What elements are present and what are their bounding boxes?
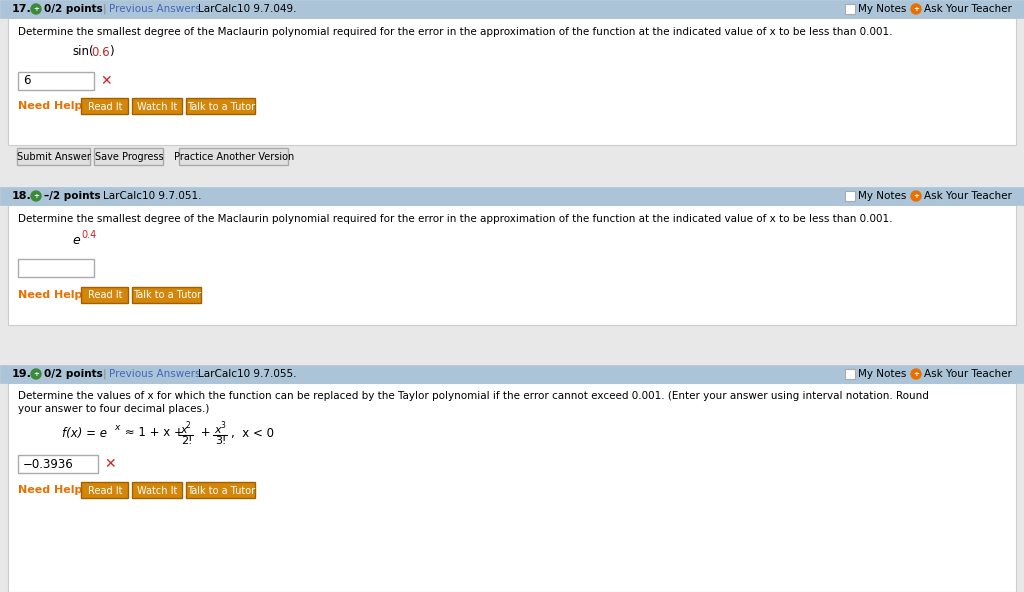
Circle shape xyxy=(31,4,41,14)
Text: Read It: Read It xyxy=(88,485,122,496)
Text: Determine the smallest degree of the Maclaurin polynomial required for the error: Determine the smallest degree of the Mac… xyxy=(18,214,893,224)
Text: 2: 2 xyxy=(186,422,190,430)
Circle shape xyxy=(911,4,921,14)
Text: 18.: 18. xyxy=(12,191,32,201)
Bar xyxy=(8,18,1016,145)
FancyBboxPatch shape xyxy=(179,149,289,166)
Text: +: + xyxy=(913,371,919,377)
FancyBboxPatch shape xyxy=(82,98,128,114)
Bar xyxy=(18,455,98,473)
Text: e: e xyxy=(72,234,80,247)
Bar xyxy=(845,191,855,201)
Text: +: + xyxy=(33,371,39,377)
Text: +: + xyxy=(913,193,919,199)
Text: ≈ 1 + x +: ≈ 1 + x + xyxy=(121,426,187,439)
Text: 0.4: 0.4 xyxy=(81,230,96,240)
Text: ,  x < 0: , x < 0 xyxy=(231,426,274,439)
Text: Ask Your Teacher: Ask Your Teacher xyxy=(924,4,1012,14)
FancyBboxPatch shape xyxy=(132,288,202,304)
Text: −0.3936: −0.3936 xyxy=(23,458,74,471)
FancyBboxPatch shape xyxy=(94,149,164,166)
Text: Talk to a Tutor: Talk to a Tutor xyxy=(133,291,201,301)
FancyBboxPatch shape xyxy=(82,288,128,304)
Text: LarCalc10 9.7.055.: LarCalc10 9.7.055. xyxy=(198,369,296,379)
Text: 17.: 17. xyxy=(12,4,32,14)
Text: –/2 points: –/2 points xyxy=(44,191,100,201)
Text: 19.: 19. xyxy=(12,369,32,379)
Text: 0/2 points: 0/2 points xyxy=(44,369,102,379)
Text: ): ) xyxy=(109,46,114,59)
Bar xyxy=(0,187,1024,205)
Text: LarCalc10 9.7.049.: LarCalc10 9.7.049. xyxy=(198,4,296,14)
Text: +: + xyxy=(913,6,919,12)
Text: Ask Your Teacher: Ask Your Teacher xyxy=(924,369,1012,379)
Text: Determine the values of x for which the function can be replaced by the Taylor p: Determine the values of x for which the … xyxy=(18,391,929,401)
Bar xyxy=(845,4,855,14)
FancyBboxPatch shape xyxy=(186,482,256,498)
Text: sin(: sin( xyxy=(72,46,93,59)
Bar xyxy=(18,259,94,277)
FancyBboxPatch shape xyxy=(17,149,90,166)
Text: |: | xyxy=(103,369,106,379)
Bar xyxy=(18,72,94,90)
Text: Talk to a Tutor: Talk to a Tutor xyxy=(187,485,255,496)
Text: +: + xyxy=(197,426,214,439)
Text: |: | xyxy=(103,4,106,14)
Text: x: x xyxy=(180,425,186,435)
Text: 0.6: 0.6 xyxy=(91,46,110,59)
Text: x: x xyxy=(214,425,220,435)
Text: ✕: ✕ xyxy=(104,457,116,471)
Text: +: + xyxy=(33,6,39,12)
Text: Determine the smallest degree of the Maclaurin polynomial required for the error: Determine the smallest degree of the Mac… xyxy=(18,27,893,37)
Text: x: x xyxy=(114,423,120,433)
Text: Talk to a Tutor: Talk to a Tutor xyxy=(187,101,255,111)
Text: Watch It: Watch It xyxy=(137,485,178,496)
Text: your answer to four decimal places.): your answer to four decimal places.) xyxy=(18,404,209,414)
Text: 0/2 points: 0/2 points xyxy=(44,4,102,14)
Text: +: + xyxy=(33,193,39,199)
Text: Ask Your Teacher: Ask Your Teacher xyxy=(924,191,1012,201)
Text: Read It: Read It xyxy=(88,101,122,111)
Bar xyxy=(845,369,855,379)
Text: 3!: 3! xyxy=(215,436,226,446)
Text: f(x) = e: f(x) = e xyxy=(62,426,106,439)
Bar xyxy=(8,205,1016,325)
FancyBboxPatch shape xyxy=(132,98,182,114)
Bar xyxy=(0,365,1024,383)
Text: Need Help?: Need Help? xyxy=(18,485,89,495)
FancyBboxPatch shape xyxy=(82,482,128,498)
Text: Need Help?: Need Help? xyxy=(18,101,89,111)
Text: ✕: ✕ xyxy=(100,74,112,88)
Text: Save Progress: Save Progress xyxy=(94,152,163,162)
Text: Previous Answers: Previous Answers xyxy=(109,4,201,14)
Text: My Notes: My Notes xyxy=(858,191,906,201)
Text: 2!: 2! xyxy=(181,436,193,446)
Text: Read It: Read It xyxy=(88,291,122,301)
Bar xyxy=(0,0,1024,18)
Text: 6: 6 xyxy=(23,75,31,88)
Text: LarCalc10 9.7.051.: LarCalc10 9.7.051. xyxy=(103,191,202,201)
Bar xyxy=(8,383,1016,592)
Text: Submit Answer: Submit Answer xyxy=(17,152,91,162)
Circle shape xyxy=(31,191,41,201)
Text: My Notes: My Notes xyxy=(858,4,906,14)
Circle shape xyxy=(911,369,921,379)
Text: Watch It: Watch It xyxy=(137,101,178,111)
Text: 3: 3 xyxy=(220,422,225,430)
Text: Practice Another Version: Practice Another Version xyxy=(174,152,294,162)
FancyBboxPatch shape xyxy=(186,98,256,114)
Circle shape xyxy=(31,369,41,379)
Text: Need Help?: Need Help? xyxy=(18,290,89,300)
Circle shape xyxy=(911,191,921,201)
Text: My Notes: My Notes xyxy=(858,369,906,379)
FancyBboxPatch shape xyxy=(132,482,182,498)
Text: Previous Answers: Previous Answers xyxy=(109,369,201,379)
